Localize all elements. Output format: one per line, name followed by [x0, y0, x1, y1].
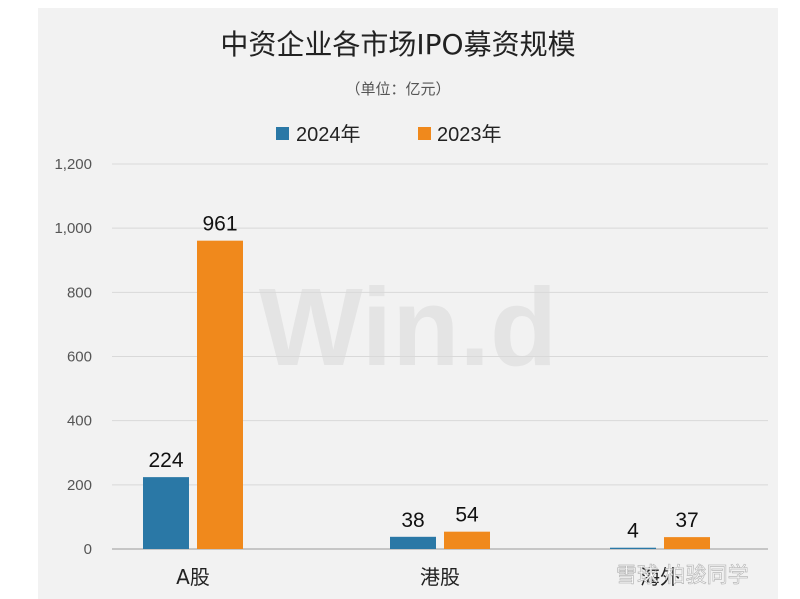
- bar-2023年-A股: [197, 240, 243, 549]
- y-tick-label: 800: [67, 284, 92, 301]
- category-label: 海外: [640, 565, 680, 589]
- category-label: A股: [176, 565, 210, 589]
- category-label: 港股: [420, 565, 460, 589]
- bars: [143, 240, 710, 549]
- y-axis-ticks: 0 200 400 600 800 1,000 1,200: [54, 156, 92, 558]
- y-tick-label: 1,000: [54, 220, 92, 237]
- data-label: 38: [401, 509, 424, 532]
- data-label: 961: [202, 213, 237, 236]
- corner-watermark: 雪球 柏骏同学: [616, 563, 749, 587]
- chart-title: 中资企业各市场IPO募资规模: [220, 28, 575, 61]
- chart-subtitle: （单位：亿元）: [345, 80, 450, 98]
- data-label: 54: [455, 504, 479, 527]
- legend-swatch-2023: [418, 127, 431, 140]
- bar-2023年-海外: [664, 537, 710, 549]
- center-watermark: Win.d: [259, 266, 557, 389]
- legend-label-2023: 2023年: [437, 123, 502, 146]
- y-tick-label: 400: [67, 413, 92, 430]
- y-tick-label: 200: [67, 477, 92, 494]
- legend-label-2024: 2024年: [296, 123, 361, 146]
- bar-2024年-A股: [143, 477, 189, 549]
- data-label: 37: [675, 509, 698, 532]
- legend: 2024年 2023年: [276, 123, 502, 146]
- x-axis-categories: A股 港股 海外: [176, 565, 680, 589]
- y-tick-label: 600: [67, 349, 92, 366]
- bar-2023年-港股: [444, 531, 490, 549]
- data-labels: 224 961 38 54 4 37: [148, 213, 698, 543]
- data-label: 224: [148, 449, 183, 472]
- bar-2024年-海外: [610, 547, 656, 549]
- legend-swatch-2024: [276, 127, 289, 140]
- data-label: 4: [627, 520, 639, 543]
- y-tick-label: 0: [84, 541, 92, 558]
- bar-2024年-港股: [390, 536, 436, 549]
- y-tick-label: 1,200: [54, 156, 92, 173]
